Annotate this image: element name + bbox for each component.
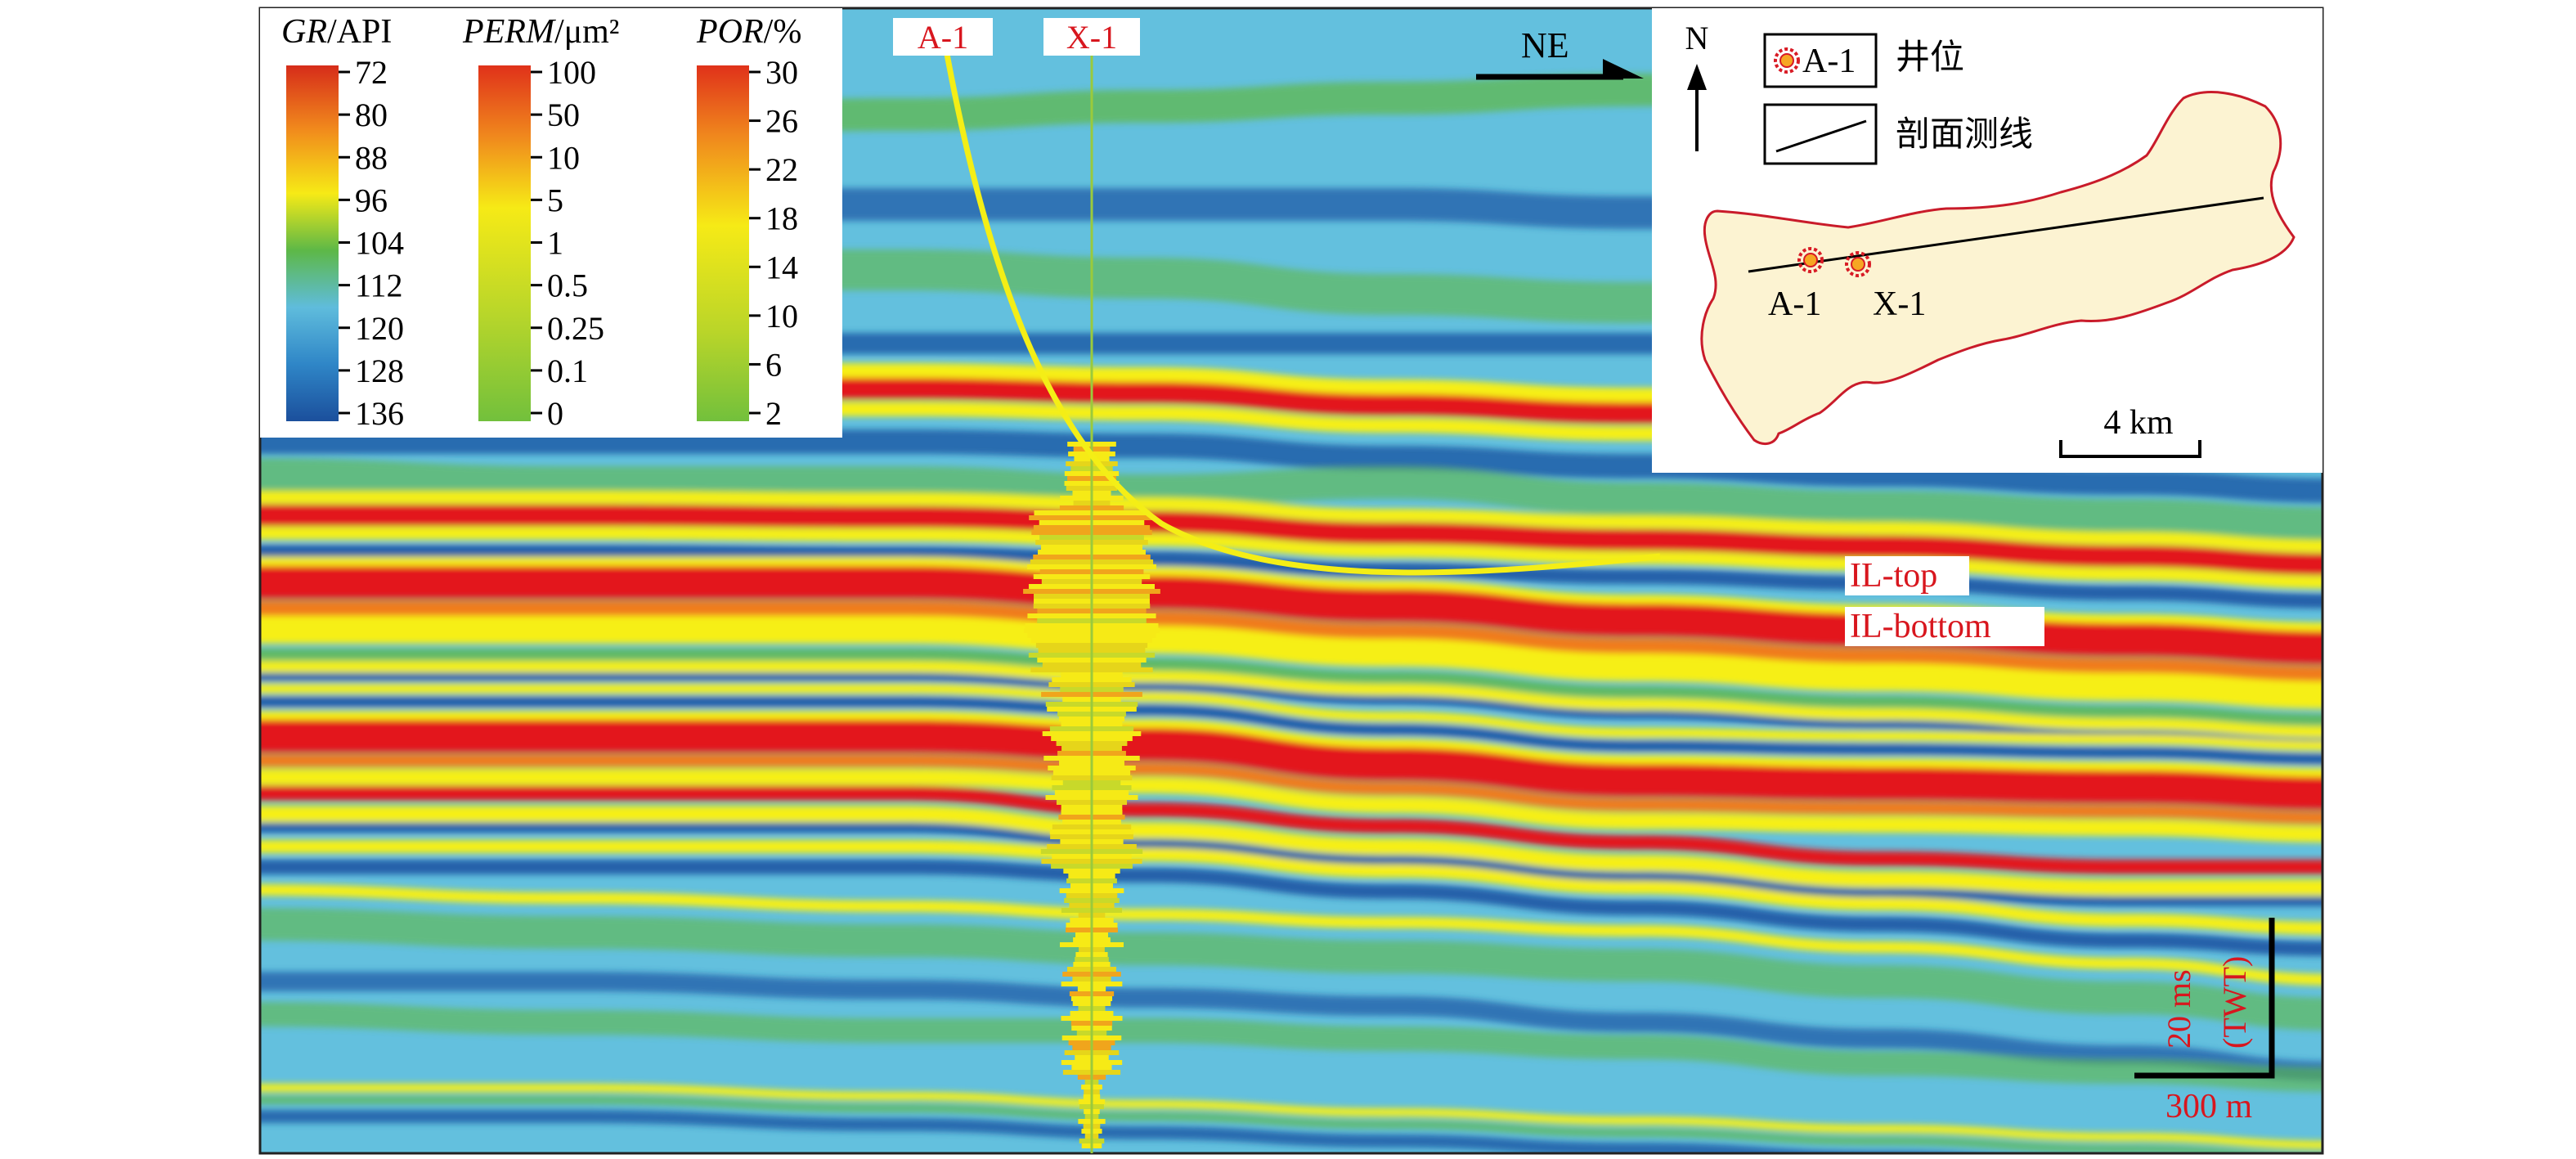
svg-text:4 km: 4 km <box>2103 404 2174 442</box>
colorbar-tick-label: 80 <box>355 97 388 133</box>
colorbar-tick-label: 50 <box>547 97 580 133</box>
horizon-label-top: IL-top <box>1845 556 1969 595</box>
inset-location-map: N A-1 井位 剖面测线 <box>1652 8 2322 473</box>
inset-scale-bar: 4 km <box>2059 404 2201 458</box>
inset-legend-well: A-1 井位 <box>1763 33 1964 88</box>
svg-text:A-1: A-1 <box>918 19 968 56</box>
inset-well-a1: A-1 <box>1768 285 1821 323</box>
por-colorbar: POR/% 30 26 22 18 14 10 6 2 <box>696 13 801 432</box>
colorbar-tick-label: 6 <box>765 346 782 383</box>
svg-text:GR/API: GR/API <box>281 13 392 51</box>
colorbar-tick-label: 0.25 <box>547 310 604 347</box>
colorbar-tick-label: 5 <box>547 182 563 218</box>
colorbar-tick-label: 1 <box>547 225 563 262</box>
well-marker-icon <box>1845 251 1871 277</box>
well-marker-icon <box>1797 247 1824 273</box>
perm-colorbar: PERM/μm² 100 50 10 5 1 0.5 0.25 0.1 0 <box>462 13 619 432</box>
colorbar-tick-label: 104 <box>355 225 404 262</box>
svg-text:N: N <box>1685 20 1709 56</box>
section-scale-bar: 20 ms (TWT) 300 m <box>2134 918 2275 1125</box>
svg-text:POR/%: POR/% <box>696 13 801 51</box>
colorbar-tick-label: 14 <box>765 249 798 285</box>
svg-text:IL-top: IL-top <box>1850 557 1937 595</box>
colorbar-tick-label: 112 <box>355 267 403 304</box>
colorbar-tick-label: 10 <box>547 139 580 176</box>
colorbar-tick-label: 10 <box>765 298 798 335</box>
colorbar-tick-label: 120 <box>355 310 404 347</box>
svg-text:20 ms: 20 ms <box>2161 969 2197 1049</box>
colorbar-tick-label: 136 <box>355 395 404 432</box>
north-arrow-icon: N <box>1685 20 1709 151</box>
inset-legend-line: 剖面测线 <box>1763 103 2033 165</box>
colorbar-tick-label: 0 <box>547 395 563 432</box>
colorbar-tick-label: 128 <box>355 353 404 389</box>
colorbar-tick-label: 0.1 <box>547 353 588 389</box>
svg-text:A-1: A-1 <box>1802 43 1856 80</box>
study-area-outline <box>1700 91 2296 445</box>
a1-well-trajectory <box>941 40 1661 576</box>
colorbar-tick-label: 30 <box>765 54 798 91</box>
svg-text:NE: NE <box>1521 25 1569 65</box>
svg-text:PERM/μm²: PERM/μm² <box>462 13 619 51</box>
colorbar-tick-label: 88 <box>355 139 388 176</box>
colorbar-tick-label: 0.5 <box>547 267 588 304</box>
colorbar-tick-label: 26 <box>765 103 798 140</box>
inset-well-x1: X-1 <box>1873 285 1926 323</box>
well-marker-icon <box>1774 47 1800 74</box>
horizon-label-bottom: IL-bottom <box>1845 607 2044 646</box>
colorbar-tick-label: 100 <box>547 54 596 91</box>
svg-text:(TWT): (TWT) <box>2216 956 2253 1049</box>
colorbar-tick-label: 72 <box>355 54 388 91</box>
colorbar-tick-label: 22 <box>765 151 798 188</box>
direction-indicator: NE <box>1476 25 1644 80</box>
svg-text:300 m: 300 m <box>2165 1088 2253 1125</box>
colorbar-tick-label: 18 <box>765 200 798 237</box>
svg-text:井位: 井位 <box>1896 37 1964 77</box>
svg-text:剖面测线: 剖面测线 <box>1896 114 2033 154</box>
section-frame <box>258 7 2324 1155</box>
well-label-x1: X-1 <box>1043 18 1140 56</box>
svg-text:X-1: X-1 <box>1066 19 1117 56</box>
gr-colorbar: GR/API 72 80 88 96 104 112 120 128 136 <box>281 13 404 432</box>
svg-text:IL-bottom: IL-bottom <box>1850 608 1991 645</box>
profile-line <box>1748 196 2264 273</box>
colorbar-tick-label: 2 <box>765 395 782 432</box>
well-label-a1: A-1 <box>893 18 993 56</box>
colorbar-tick-label: 96 <box>355 182 388 218</box>
